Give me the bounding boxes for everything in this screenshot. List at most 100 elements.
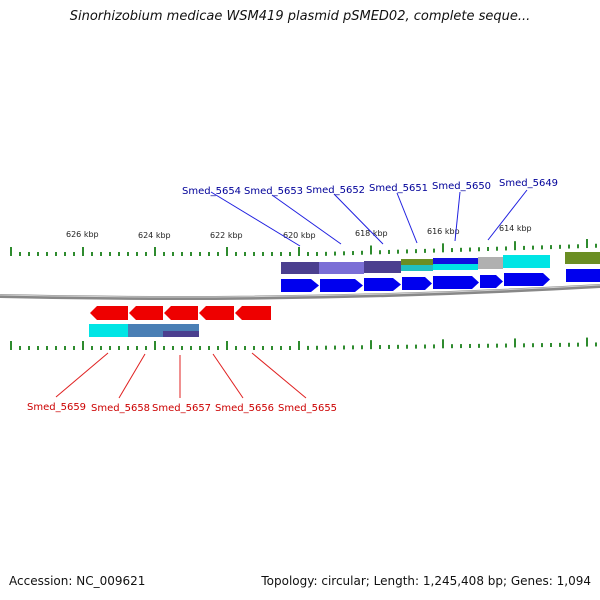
major-tick — [10, 341, 12, 350]
gene-arrow-forward[interactable] — [504, 273, 550, 286]
minor-tick — [532, 343, 534, 348]
minor-tick — [487, 246, 489, 251]
minor-tick — [406, 249, 408, 254]
minor-tick — [559, 244, 561, 249]
minor-tick — [109, 346, 111, 350]
feature-block — [89, 324, 128, 337]
minor-tick — [64, 252, 66, 256]
minor-tick — [388, 344, 390, 349]
minor-tick — [541, 245, 543, 250]
minor-tick — [496, 246, 498, 251]
minor-tick — [136, 252, 138, 256]
gene-label-smed-5655[interactable]: Smed_5655 — [278, 403, 337, 414]
gene-label-smed-5656[interactable]: Smed_5656 — [215, 403, 274, 414]
genome-backbone — [0, 284, 600, 301]
minor-tick — [433, 248, 435, 253]
minor-tick — [523, 343, 525, 348]
minor-tick — [487, 343, 489, 348]
minor-tick — [262, 346, 264, 350]
minor-tick — [361, 250, 363, 255]
gene-arrow-reverse[interactable] — [235, 306, 271, 320]
minor-tick — [127, 252, 129, 256]
tick-row-bottom — [10, 337, 597, 350]
minor-tick — [478, 343, 480, 348]
minor-tick — [559, 342, 561, 347]
minor-tick — [415, 249, 417, 254]
minor-tick — [325, 345, 327, 350]
minor-tick — [100, 346, 102, 350]
feature-band-reverse — [89, 324, 199, 337]
gene-arrow-forward[interactable] — [402, 277, 432, 290]
gene-arrow-reverse[interactable] — [199, 306, 234, 320]
minor-tick — [550, 343, 552, 347]
tick-label-620: 620 kbp — [283, 231, 316, 240]
gene-arrow-reverse[interactable] — [129, 306, 163, 320]
gene-arrow-reverse[interactable] — [90, 306, 128, 320]
major-tick — [370, 340, 372, 350]
minor-tick — [127, 346, 129, 350]
minor-tick — [352, 251, 354, 256]
minor-tick — [433, 344, 435, 349]
gene-label-smed-5649[interactable]: Smed_5649 — [499, 178, 558, 189]
major-tick — [226, 341, 228, 350]
minor-tick — [91, 346, 93, 350]
minor-tick — [307, 345, 309, 350]
major-tick — [298, 341, 300, 350]
minor-tick — [46, 346, 48, 350]
gene-label-smed-5653[interactable]: Smed_5653 — [244, 186, 303, 197]
minor-tick — [136, 346, 138, 350]
minor-tick — [145, 252, 147, 256]
minor-tick — [217, 346, 219, 350]
minor-tick — [595, 243, 597, 248]
gene-arrow-forward[interactable] — [480, 275, 503, 288]
major-tick — [10, 247, 12, 256]
gene-label-smed-5651[interactable]: Smed_5651 — [369, 183, 428, 194]
minor-tick — [73, 346, 75, 350]
minor-tick — [397, 344, 399, 349]
tick-label-618: 618 kbp — [355, 229, 388, 238]
minor-tick — [262, 252, 264, 256]
gene-arrow-forward[interactable] — [566, 269, 600, 282]
gene-arrow-forward[interactable] — [320, 279, 363, 292]
gene-label-smed-5659[interactable]: Smed_5659 — [27, 402, 86, 413]
minor-tick — [145, 346, 147, 350]
minor-tick — [280, 346, 282, 350]
minor-tick — [379, 345, 381, 350]
minor-tick — [343, 345, 345, 350]
gene-label-smed-5652[interactable]: Smed_5652 — [306, 185, 365, 196]
minor-tick — [100, 252, 102, 256]
minor-tick — [271, 346, 273, 350]
minor-tick — [55, 346, 57, 350]
gene-arrow-forward[interactable] — [364, 278, 401, 291]
minor-tick — [118, 252, 120, 256]
feature-block — [478, 257, 503, 269]
feature-block — [433, 258, 478, 264]
minor-tick — [469, 343, 471, 348]
minor-tick — [541, 343, 543, 348]
gene-arrow-reverse[interactable] — [164, 306, 198, 320]
tick-label-614: 614 kbp — [499, 224, 532, 233]
minor-tick — [550, 245, 552, 250]
gene-label-smed-5650[interactable]: Smed_5650 — [432, 181, 491, 192]
minor-tick — [505, 343, 507, 348]
gene-arrow-forward[interactable] — [281, 279, 319, 292]
minor-tick — [361, 345, 363, 350]
minor-tick — [46, 252, 48, 256]
tick-label-624: 624 kbp — [138, 231, 171, 240]
minor-tick — [163, 252, 165, 256]
gene-label-smed-5658[interactable]: Smed_5658 — [91, 403, 150, 414]
gene-label-smed-5654[interactable]: Smed_5654 — [182, 186, 241, 197]
minor-tick — [424, 248, 426, 253]
major-tick — [370, 245, 372, 255]
gene-label-smed-5657[interactable]: Smed_5657 — [152, 403, 211, 414]
minor-tick — [172, 346, 174, 350]
minor-tick — [118, 346, 120, 350]
feature-block — [503, 255, 550, 268]
major-tick — [442, 339, 444, 349]
minor-tick — [523, 245, 525, 250]
minor-tick — [397, 249, 399, 254]
minor-tick — [334, 251, 336, 256]
minor-tick — [190, 346, 192, 350]
gene-arrow-forward[interactable] — [433, 276, 479, 289]
major-tick — [514, 338, 516, 348]
